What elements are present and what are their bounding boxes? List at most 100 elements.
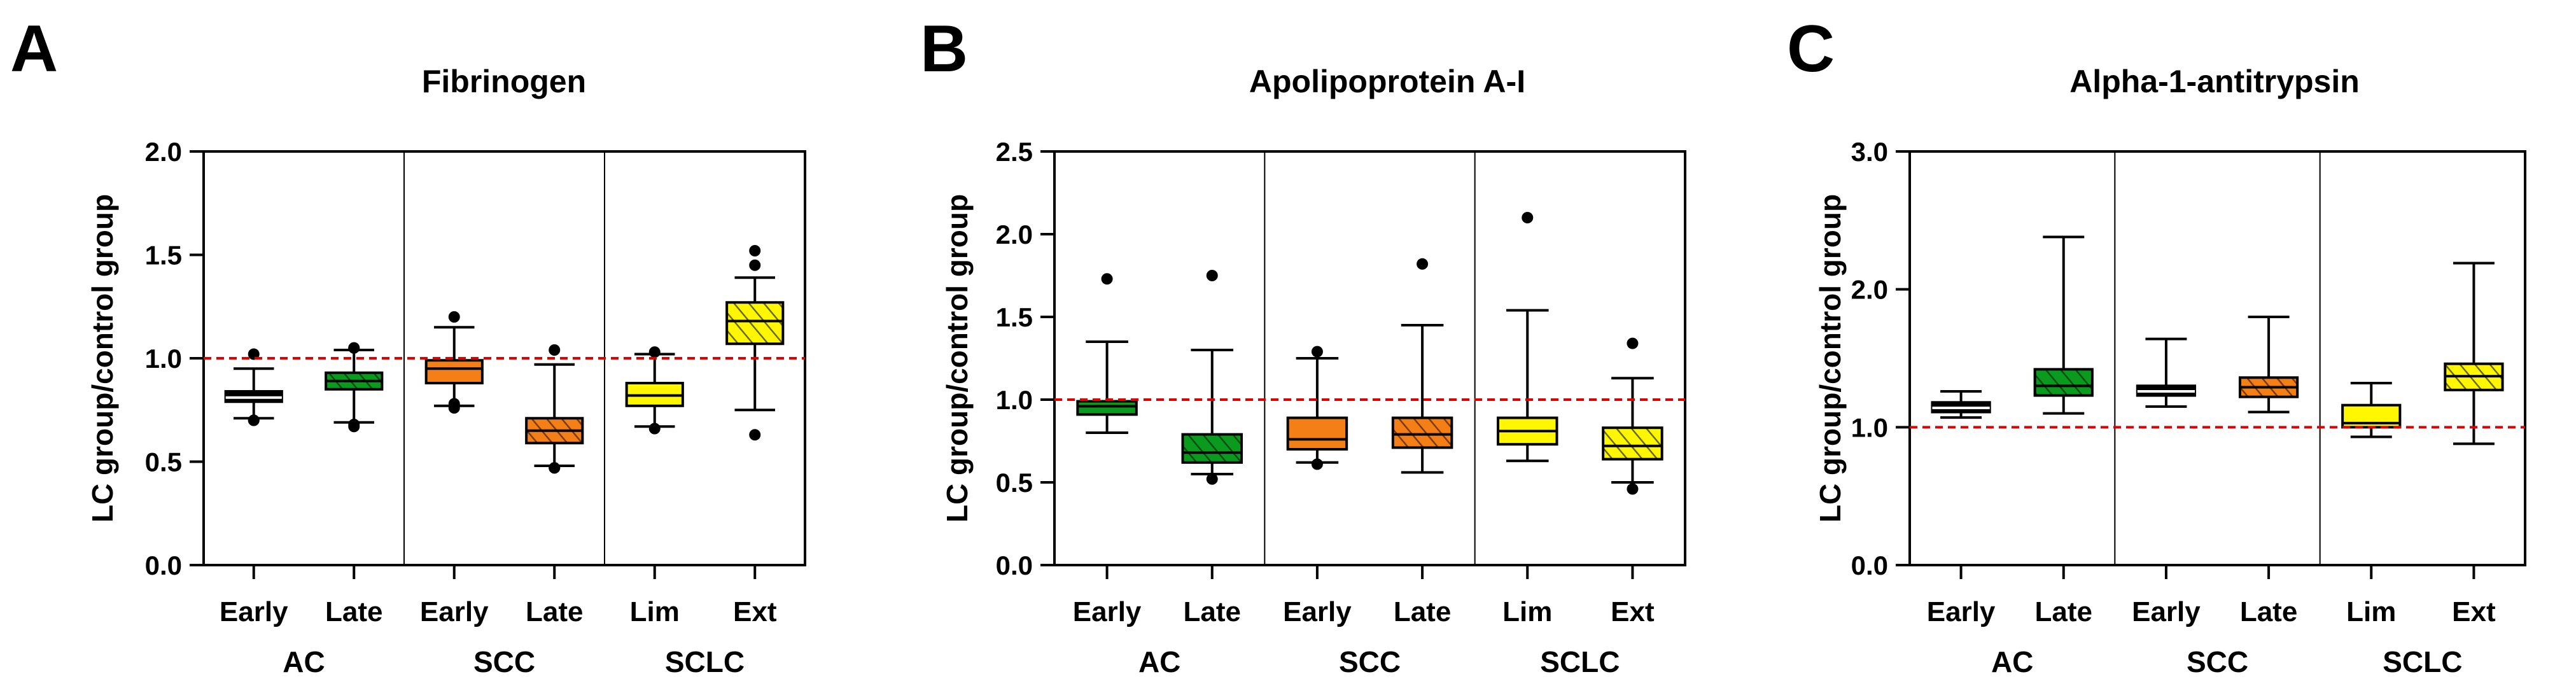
group-label: SCLC bbox=[1540, 645, 1620, 678]
outlier-point bbox=[749, 245, 761, 256]
outlier-point bbox=[348, 342, 360, 354]
y-tick-label: 1.0 bbox=[996, 385, 1033, 415]
box-c-2 bbox=[2033, 235, 2094, 415]
y-tick-label: 0.0 bbox=[1851, 550, 1888, 580]
x-tick-label: Early bbox=[1073, 596, 1142, 627]
group-label: SCLC bbox=[2383, 645, 2462, 678]
y-tick-label: 2.0 bbox=[145, 137, 182, 167]
group-label: SCC bbox=[1339, 645, 1401, 678]
x-tick-label: Late bbox=[2240, 596, 2297, 627]
y-tick-label: 2.5 bbox=[996, 137, 1033, 167]
panel-letter: A bbox=[10, 12, 58, 86]
box-body bbox=[2033, 368, 2094, 397]
box-body bbox=[725, 301, 785, 346]
box-c-4 bbox=[2238, 316, 2299, 414]
outlier-point bbox=[1627, 483, 1639, 495]
box-body bbox=[1286, 416, 1348, 451]
x-tick-label: Late bbox=[2035, 596, 2092, 627]
box-body bbox=[1181, 433, 1243, 464]
outlier-point bbox=[1101, 273, 1113, 285]
chart-panel-a: A Fibrinogen LC group/control group 0.0 0.5 1… bbox=[10, 12, 806, 678]
x-tick-label: Early bbox=[2132, 596, 2201, 627]
outlier-point bbox=[549, 462, 561, 474]
box-c-6 bbox=[2444, 262, 2504, 445]
chart-panel-c: C Alpha-1-antitrypsin LC group/control gro… bbox=[1787, 12, 2526, 678]
outlier-point bbox=[549, 344, 561, 356]
y-tick-label: 1.0 bbox=[145, 344, 182, 374]
x-tick-label: Late bbox=[325, 596, 382, 627]
y-tick-label: 0.0 bbox=[996, 550, 1033, 580]
panel-letter: B bbox=[920, 12, 968, 86]
outlier-point bbox=[1311, 346, 1323, 358]
x-tick-label: Ext bbox=[733, 596, 777, 627]
group-label: AC bbox=[1138, 645, 1180, 678]
box-body bbox=[1391, 416, 1453, 449]
outlier-point bbox=[749, 429, 761, 441]
y-axis-label: LC group/control group bbox=[86, 194, 119, 522]
box-c-3 bbox=[2136, 337, 2197, 408]
y-tick-label: 0.5 bbox=[996, 468, 1033, 498]
x-tick-label: Late bbox=[1184, 596, 1241, 627]
x-tick-label: Lim bbox=[2346, 596, 2396, 627]
outlier-point bbox=[1311, 458, 1323, 470]
plot-frame bbox=[1908, 150, 2526, 566]
box-b-3 bbox=[1286, 346, 1348, 470]
box-c-5 bbox=[2341, 382, 2402, 438]
x-tick-label: Lim bbox=[630, 596, 680, 627]
chart-title: Apolipoprotein A-I bbox=[1249, 64, 1525, 99]
group-label: SCLC bbox=[665, 645, 745, 678]
outlier-point bbox=[1522, 212, 1534, 223]
box-b-5 bbox=[1497, 212, 1558, 463]
box-a-6 bbox=[725, 245, 785, 441]
box-a-1 bbox=[224, 348, 283, 426]
x-tick-label: Ext bbox=[1611, 596, 1655, 627]
chart-title: Fibrinogen bbox=[422, 64, 586, 99]
x-tick-label: Early bbox=[420, 596, 489, 627]
x-tick-label: Late bbox=[526, 596, 583, 627]
x-tick-label: Lim bbox=[1502, 596, 1552, 627]
y-axis-label: LC group/control group bbox=[941, 194, 974, 522]
outlier-point bbox=[648, 346, 661, 358]
x-tick-label: Late bbox=[1394, 596, 1451, 627]
chart-title: Alpha-1-antitrypsin bbox=[2069, 64, 2360, 99]
y-axis-label: LC group/control group bbox=[1814, 194, 1847, 522]
y-tick-label: 0.0 bbox=[145, 550, 182, 580]
outlier-point bbox=[648, 423, 661, 435]
x-tick-label: Ext bbox=[2452, 596, 2496, 627]
box-body bbox=[1602, 426, 1663, 461]
y-tick-label: 3.0 bbox=[1851, 137, 1888, 167]
outlier-point bbox=[248, 414, 260, 426]
panel-letter: C bbox=[1787, 12, 1835, 86]
outlier-point bbox=[1627, 337, 1639, 349]
outlier-point bbox=[1206, 270, 1218, 281]
chart-panel-b: B Apolipoprotein A-I LC group/control grou… bbox=[920, 12, 1686, 678]
box-b-2 bbox=[1181, 270, 1243, 485]
box-b-4 bbox=[1391, 258, 1453, 474]
x-tick-label: Early bbox=[1283, 596, 1352, 627]
y-tick-label: 2.0 bbox=[996, 220, 1033, 249]
group-label: SCC bbox=[2187, 645, 2248, 678]
outlier-point bbox=[348, 421, 360, 433]
y-tick-label: 1.0 bbox=[1851, 412, 1888, 442]
box-body bbox=[424, 359, 484, 384]
outlier-point bbox=[448, 311, 460, 323]
x-tick-label: Early bbox=[1927, 596, 1996, 627]
box-c-1 bbox=[1931, 390, 1991, 419]
box-body bbox=[1076, 400, 1138, 416]
y-tick-label: 1.5 bbox=[996, 302, 1033, 332]
group-label: SCC bbox=[473, 645, 535, 678]
box-b-6 bbox=[1602, 337, 1663, 495]
y-tick-label: 2.0 bbox=[1851, 275, 1888, 305]
box-b-1 bbox=[1076, 273, 1138, 434]
outlier-point bbox=[749, 259, 761, 271]
group-label: AC bbox=[283, 645, 325, 678]
outlier-point bbox=[1417, 258, 1429, 270]
outlier-point bbox=[1206, 473, 1218, 485]
y-tick-label: 1.5 bbox=[145, 241, 182, 270]
plot-frame bbox=[1053, 150, 1686, 566]
outlier-point bbox=[448, 398, 460, 410]
group-label: AC bbox=[1991, 645, 2033, 678]
x-tick-label: Early bbox=[220, 596, 288, 627]
box-a-2 bbox=[325, 342, 384, 433]
